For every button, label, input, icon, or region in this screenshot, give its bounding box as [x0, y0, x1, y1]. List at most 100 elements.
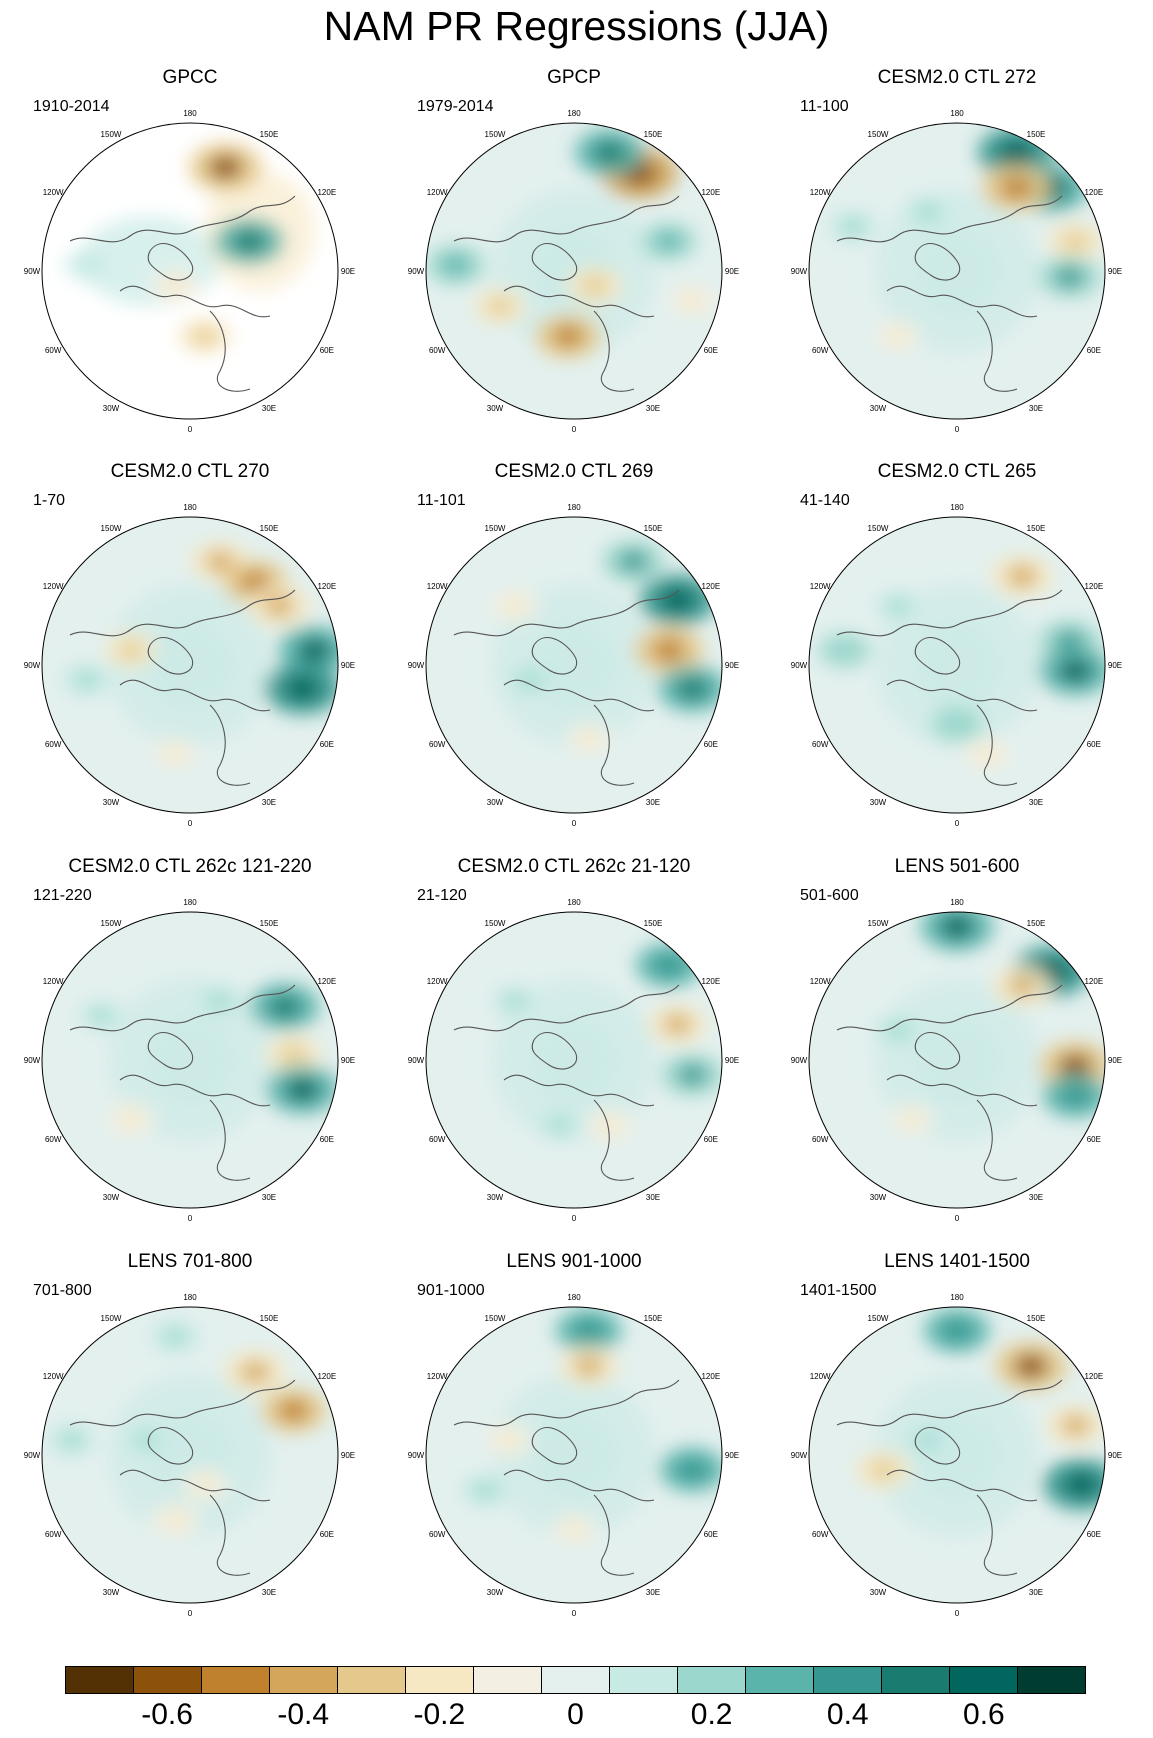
longitude-label: 90E — [725, 661, 739, 670]
panel-title: LENS 701-800 — [127, 1251, 253, 1272]
map-panel: CESM2.0 CTL 269 180 150E 120E 90E 60E 30E 0 30W 6… — [384, 460, 764, 855]
longitude-label: 60W — [812, 740, 829, 749]
map-panel: CESM2.0 CTL 272 180 150E 120E 90E 60E 30E 0 30W 6… — [767, 66, 1147, 461]
longitude-label: 90E — [725, 1451, 739, 1460]
map-outline — [425, 911, 723, 1209]
coastline — [836, 984, 1063, 1032]
longitude-label: 120W — [810, 582, 831, 591]
map-outline — [41, 516, 339, 814]
coastline — [209, 704, 251, 786]
anomaly-blob — [1007, 565, 1037, 587]
longitude-label: 60E — [1087, 740, 1101, 749]
longitude-label: 90E — [1108, 1056, 1122, 1065]
longitude-label: 30E — [1029, 1193, 1043, 1202]
anomaly-blob — [442, 255, 470, 275]
longitude-label: 30W — [103, 798, 120, 807]
longitude-label: 150W — [101, 919, 122, 928]
colorbar-tick-label: 0 — [567, 1698, 584, 1731]
panel-title: CESM2.0 CTL 270 — [110, 461, 270, 482]
anomaly-blob — [578, 731, 599, 747]
panel-period: 11-100 — [800, 98, 849, 115]
panel-period: 121-220 — [33, 887, 92, 904]
anomaly-blob — [575, 1356, 603, 1376]
coastline — [886, 285, 1038, 318]
longitude-label: 0 — [188, 425, 193, 434]
coastline — [69, 1379, 296, 1427]
colorbar-swatch — [814, 1667, 882, 1693]
longitude-label: 90E — [341, 1056, 355, 1065]
colorbar-swatch — [202, 1667, 270, 1693]
map-panel: GPCC 180 150E 120E 90E 60E 30E 0 30W 60W 90W 120W 15… — [0, 66, 380, 461]
longitude-label: 30W — [870, 404, 887, 413]
anomaly-blob — [945, 715, 969, 733]
anomaly-blob — [206, 551, 234, 572]
anomaly-blob — [284, 675, 321, 702]
coastline — [503, 285, 655, 318]
anomaly-blob — [119, 1111, 142, 1128]
longitude-label: 120E — [701, 1372, 720, 1381]
longitude-label: 60W — [45, 1530, 62, 1539]
longitude-label: 60E — [1087, 1135, 1101, 1144]
panel-title: LENS 901-1000 — [506, 1251, 642, 1272]
anomaly-blob — [870, 1460, 896, 1479]
anomaly-blob — [264, 595, 294, 617]
longitude-label: 180 — [183, 1293, 197, 1302]
longitude-label: 30W — [487, 798, 504, 807]
longitude-label: 60E — [320, 346, 334, 355]
anomaly-ring — [912, 1015, 1002, 1105]
anomaly-blob — [656, 232, 682, 251]
longitude-label: 30E — [262, 1193, 276, 1202]
longitude-label: 30W — [103, 1588, 120, 1597]
polar-map: 180 150E 120E 90E 60E 30E 0 30W 60W 90W 120W 150W — [408, 503, 739, 828]
coastline — [453, 984, 680, 1032]
anomaly-blob — [118, 641, 143, 659]
anomaly-blob — [842, 218, 865, 235]
anomaly-blob — [208, 155, 243, 180]
anomaly-blob — [652, 638, 685, 662]
longitude-label: 120E — [1084, 977, 1103, 986]
longitude-label: 30E — [646, 798, 660, 807]
coastline — [209, 1494, 251, 1576]
longitude-label: 90E — [341, 267, 355, 276]
coastline — [836, 195, 1063, 243]
panel-period: 501-600 — [800, 887, 859, 904]
longitude-label: 30W — [870, 798, 887, 807]
anomaly-ring — [912, 620, 1002, 710]
longitude-label: 180 — [567, 503, 581, 512]
anomaly-blob — [664, 1014, 692, 1035]
map-outline — [425, 516, 723, 814]
longitude-label: 150E — [1027, 130, 1046, 139]
anomaly-ring — [529, 1015, 619, 1105]
coastline — [503, 1469, 655, 1502]
colorbar-swatch — [270, 1667, 338, 1693]
colorbar-tick-label: 0.4 — [826, 1698, 869, 1731]
anomaly-blob — [563, 1521, 585, 1537]
map-outline — [41, 911, 339, 1209]
polar-map: 180 150E 120E 90E 60E 30E 0 30W 60W 90W 120W 150W — [791, 1293, 1122, 1618]
anomaly-blob — [1060, 1084, 1091, 1107]
longitude-label: 120E — [317, 1372, 336, 1381]
anomaly-blob — [886, 1022, 909, 1039]
longitude-label: 120E — [317, 188, 336, 197]
colorbar-tick-label: 0.2 — [690, 1698, 733, 1731]
longitude-label: 60E — [320, 1135, 334, 1144]
anomaly-ring — [529, 1410, 619, 1500]
longitude-label: 0 — [955, 819, 960, 828]
longitude-label: 60E — [1087, 346, 1101, 355]
coastline — [453, 589, 680, 637]
coastline — [147, 637, 193, 675]
anomaly-blob — [76, 258, 97, 273]
anomaly-blob — [1061, 1415, 1089, 1436]
colorbar-swatch — [134, 1667, 202, 1693]
coastline — [147, 1032, 193, 1070]
map-panel: LENS 901-1000 180 150E 120E 90E 60E 30E 0 30W 60W… — [384, 1250, 764, 1645]
anomaly-blob — [91, 1008, 112, 1023]
longitude-label: 60E — [704, 1530, 718, 1539]
panel-title: CESM2.0 CTL 269 — [494, 461, 654, 482]
polar-map: 180 150E 120E 90E 60E 30E 0 30W 60W 90W 120W 150W — [408, 1293, 739, 1618]
longitude-label: 30W — [487, 1193, 504, 1202]
longitude-label: 90E — [1108, 661, 1122, 670]
map-outline — [425, 122, 723, 420]
longitude-label: 150E — [260, 524, 279, 533]
longitude-label: 0 — [955, 1214, 960, 1223]
